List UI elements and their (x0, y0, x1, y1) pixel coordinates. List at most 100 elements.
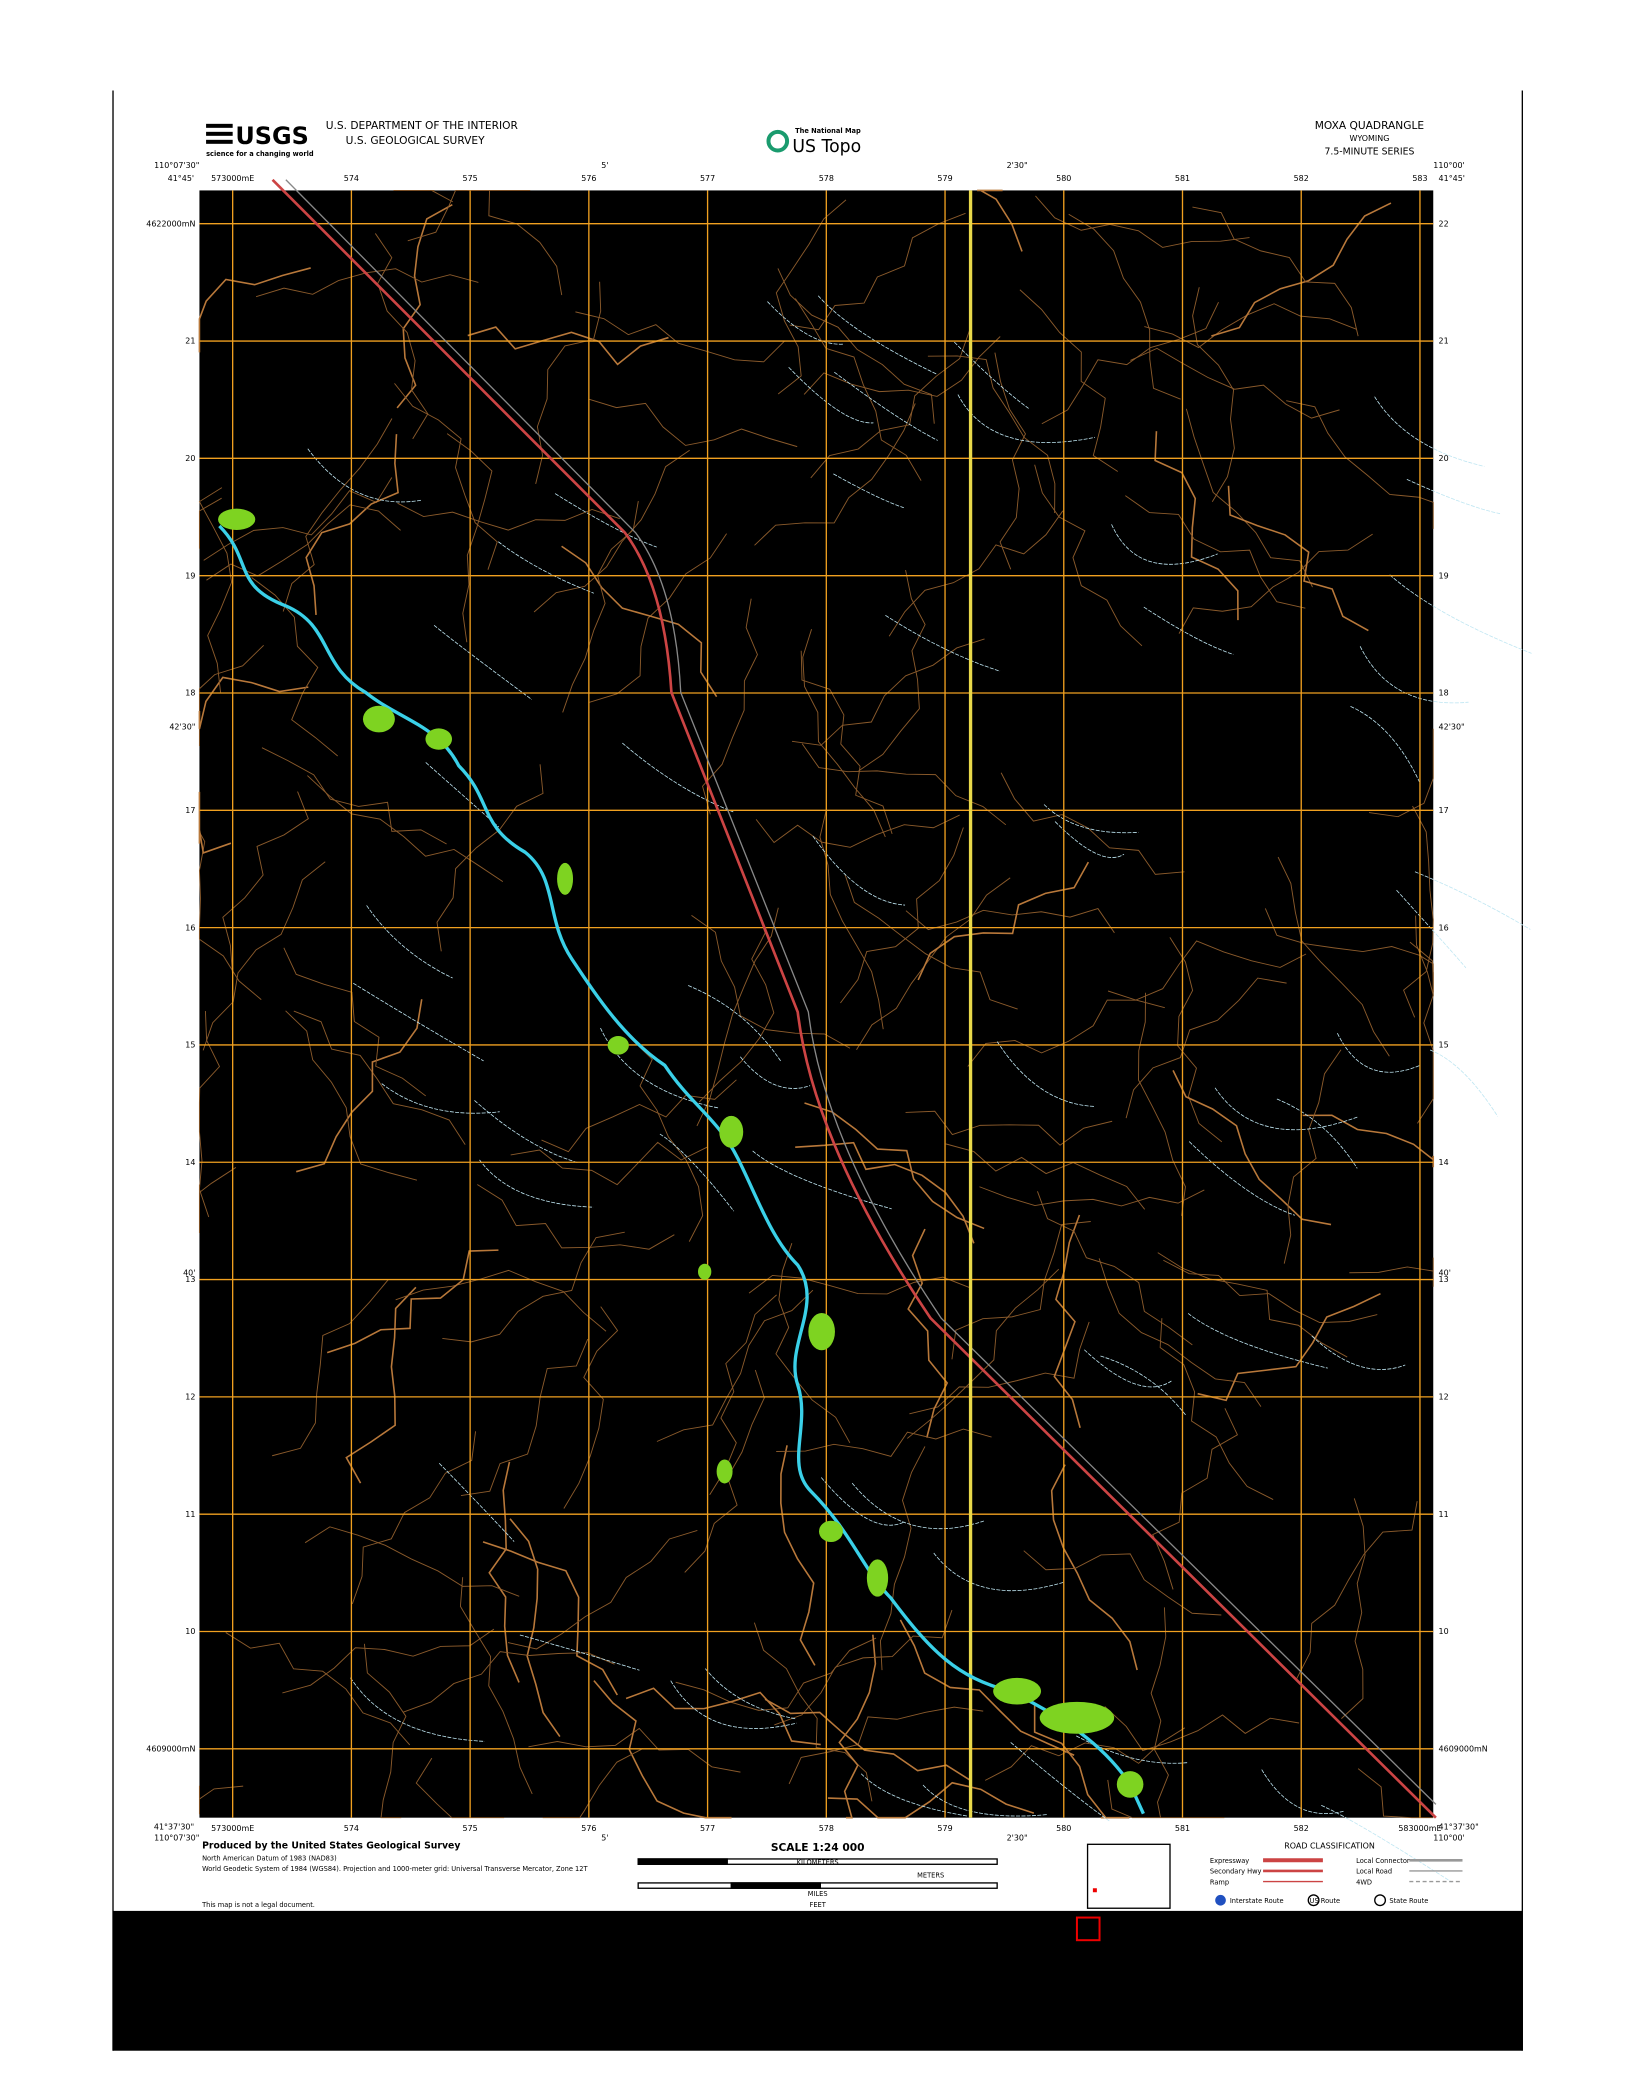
contour (1357, 1768, 1434, 1819)
contour (535, 281, 602, 485)
contour (827, 1781, 1035, 1819)
stream (1143, 606, 1234, 655)
grid-label-left: 17 (185, 806, 195, 815)
contour (1185, 408, 1313, 588)
stream (622, 742, 734, 813)
state-locator (1086, 1843, 1171, 1909)
route-type: State Route (1389, 1897, 1428, 1905)
contour (1368, 728, 1434, 818)
lat-label: 40' (183, 1269, 195, 1278)
contour (296, 999, 423, 1173)
header-quadrangle: MOXA QUADRANGLE (1315, 119, 1425, 132)
contour (764, 1698, 972, 1782)
grid-label-right: 14 (1439, 1158, 1449, 1167)
contour (709, 1294, 777, 1496)
footer-producer: Produced by the United States Geological… (202, 1840, 460, 1851)
contour (198, 487, 233, 693)
bottom-band (113, 1910, 1523, 2051)
contour (477, 1184, 675, 1250)
contour (698, 905, 775, 1103)
contour (775, 199, 847, 395)
contour (1409, 941, 1434, 997)
stream (353, 982, 484, 1062)
stream (1321, 1805, 1452, 1883)
stream (996, 1041, 1095, 1107)
contour (222, 791, 309, 975)
contour (1283, 1049, 1342, 1264)
header-state: WYOMING (1349, 134, 1389, 143)
stream (1261, 1769, 1344, 1814)
road-class: Expressway (1210, 1857, 1249, 1865)
grid-label-top: 577 (700, 174, 715, 183)
contour (1197, 1292, 1381, 1402)
contour (1033, 1702, 1130, 1819)
contour (888, 510, 1064, 637)
contour (1019, 289, 1119, 472)
contour (575, 311, 785, 363)
map-body (199, 190, 1434, 1818)
lon-label: 5' (601, 161, 608, 170)
contour (206, 504, 401, 581)
grid-label-left: 21 (185, 337, 195, 346)
corner-coordinate: 41°45' (168, 174, 194, 183)
contour (283, 947, 427, 1097)
contour (198, 497, 222, 549)
grid-label-left: 18 (185, 689, 195, 698)
contour (588, 533, 727, 703)
grid-label-left: 10 (185, 1627, 195, 1636)
contour (1154, 431, 1239, 621)
lat-label: 40' (1439, 1269, 1451, 1278)
contour (967, 999, 1165, 1067)
contour (951, 1221, 1091, 1360)
grid-label-bottom: 577 (700, 1824, 715, 1833)
contour (1125, 495, 1306, 609)
stream (752, 1150, 892, 1210)
stream (1389, 574, 1532, 654)
contour (1068, 213, 1181, 400)
contour (272, 1279, 389, 1457)
stream (1406, 479, 1501, 515)
grid-label-left: 16 (185, 923, 195, 932)
contour (459, 1577, 533, 1795)
stream (1043, 804, 1139, 834)
contour (198, 1010, 221, 1218)
contour (541, 1079, 737, 1153)
contour (1277, 856, 1390, 1057)
corner-coordinate: 110°00' (1433, 1833, 1465, 1842)
grid-label-right: 17 (1439, 806, 1449, 815)
stream (670, 1680, 797, 1729)
grid-label-top: 579 (937, 174, 952, 183)
grid-label-right: 4609000mN (1439, 1744, 1488, 1753)
contour (198, 267, 311, 353)
contour (1034, 464, 1143, 647)
contour (702, 598, 758, 815)
stream (957, 394, 1096, 443)
contour (780, 1445, 816, 1666)
usgs-logo (206, 123, 233, 144)
stream (1084, 1349, 1172, 1388)
contour (1053, 1214, 1081, 1428)
contour (1227, 485, 1369, 632)
stream (1214, 1087, 1359, 1131)
contour (397, 502, 620, 531)
contour (363, 1643, 407, 1819)
grid-label-bottom: 574 (344, 1824, 359, 1833)
stream (1311, 1335, 1406, 1370)
lat-label: 42'30" (169, 723, 195, 732)
grid-label-right: 20 (1439, 454, 1449, 463)
locator-dot (1092, 1888, 1097, 1893)
header-agency-logo: USGS (235, 122, 309, 150)
grid: 573000mE 574 575 576 577 578 579 580 581 582 583 57… (146, 161, 1488, 1843)
contour (1050, 1464, 1138, 1671)
stream (307, 448, 423, 503)
grid-label-left: 13 (185, 1275, 195, 1284)
contour (774, 1609, 953, 1726)
stream (474, 1100, 578, 1164)
stream (350, 1677, 485, 1742)
contour (1169, 937, 1223, 1143)
grid-label-top: 574 (344, 174, 359, 183)
header-product: US Topo (792, 137, 861, 157)
stream (381, 1083, 500, 1114)
contour (1107, 1779, 1225, 1819)
national-map-logo (766, 129, 790, 153)
